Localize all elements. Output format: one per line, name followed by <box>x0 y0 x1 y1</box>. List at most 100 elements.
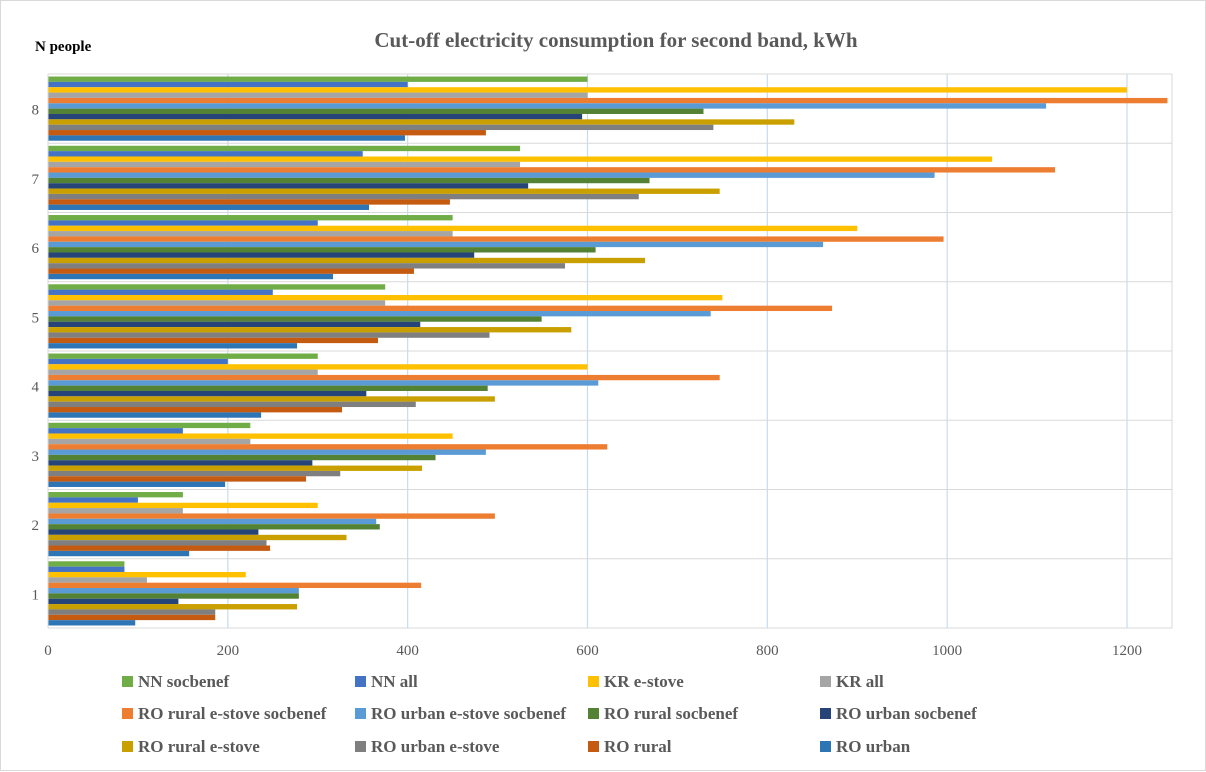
bar <box>48 220 318 226</box>
bar <box>48 183 529 189</box>
bar <box>48 327 572 333</box>
bar <box>48 92 588 98</box>
bar <box>48 422 251 429</box>
bar <box>48 332 490 338</box>
bar <box>48 97 1168 104</box>
bar <box>48 582 422 589</box>
bar <box>48 108 704 114</box>
bar <box>48 268 414 274</box>
legend-entry: RO urban <box>836 737 911 756</box>
legend-swatch <box>588 676 599 687</box>
x-tick-label: 600 <box>576 643 599 659</box>
bar <box>48 273 334 280</box>
legend-entry: RO urban e-stove <box>371 737 500 756</box>
bar <box>48 534 347 541</box>
bar <box>48 199 450 205</box>
legend-swatch <box>820 676 831 687</box>
bar <box>48 321 421 328</box>
bar <box>48 620 136 626</box>
legend-swatch <box>355 708 366 719</box>
legend-swatch <box>820 741 831 752</box>
legend-entry: NN socbenef <box>138 672 229 691</box>
legend-swatch <box>122 741 133 752</box>
bar <box>48 76 588 82</box>
bar <box>48 236 944 242</box>
bar <box>48 231 453 237</box>
bar <box>48 358 228 365</box>
bar <box>48 428 183 434</box>
legend-entry: RO rural e-stove <box>138 737 260 756</box>
legend-entry: RO urban socbenef <box>836 704 977 723</box>
bar <box>48 161 521 168</box>
bar <box>48 385 488 391</box>
bar <box>48 380 599 386</box>
bar <box>48 257 646 264</box>
bar <box>48 513 495 519</box>
bar <box>48 300 386 306</box>
bar <box>48 524 380 530</box>
bars <box>48 76 1168 626</box>
x-tick-label: 200 <box>217 643 240 659</box>
bar <box>48 305 833 312</box>
bar <box>48 401 416 408</box>
bar <box>48 294 723 301</box>
y-tick-label: 7 <box>32 172 40 188</box>
bar <box>48 284 386 290</box>
chart-title: Cut-off electricity consumption for seco… <box>374 28 858 52</box>
bar <box>48 577 147 583</box>
y-tick-label: 6 <box>32 241 40 257</box>
bar <box>48 593 299 599</box>
legend-entry: RO rural <box>604 737 672 756</box>
legend-swatch <box>355 741 366 752</box>
bar <box>48 396 495 402</box>
bar <box>48 566 125 572</box>
bar <box>48 407 343 413</box>
bar <box>48 343 298 349</box>
legend-entry: KR all <box>836 672 884 691</box>
bar <box>48 252 475 258</box>
bar <box>48 103 1047 109</box>
bar <box>48 476 307 482</box>
legend-swatch <box>122 708 133 719</box>
bar <box>48 167 1056 173</box>
bar <box>48 87 1127 93</box>
legend-swatch <box>355 676 366 687</box>
bar <box>48 177 650 184</box>
bar <box>48 433 453 439</box>
legend-entry: RO rural e-stove socbenef <box>138 704 327 723</box>
bar <box>48 609 216 615</box>
bar <box>48 156 993 162</box>
gridlines <box>48 73 1173 629</box>
bar <box>48 588 299 594</box>
bar <box>48 508 183 514</box>
y-tick-label: 3 <box>32 449 40 465</box>
bar <box>48 289 273 295</box>
bar <box>48 492 183 498</box>
bar <box>48 151 363 157</box>
bar <box>48 145 521 152</box>
legend-entry: RO rural socbenef <box>604 704 738 723</box>
legend-swatch <box>122 676 133 687</box>
bar <box>48 412 262 418</box>
bar <box>48 604 298 610</box>
bar <box>48 337 378 344</box>
bar <box>48 113 583 120</box>
bar <box>48 454 436 461</box>
legend: NN socbenef NN all KR e-stove KR all RO rura… <box>122 672 977 756</box>
bar <box>48 374 720 381</box>
y-tick-label: 4 <box>32 380 40 396</box>
bar <box>48 571 246 578</box>
bar <box>48 438 251 445</box>
bar <box>48 540 267 546</box>
x-tick-label: 1000 <box>932 643 962 659</box>
bar <box>48 449 486 455</box>
bar <box>48 204 369 210</box>
bar <box>48 81 408 88</box>
y-axis-label: N people <box>35 39 92 55</box>
bar <box>48 518 377 525</box>
bar <box>48 497 138 503</box>
legend-swatch <box>820 708 831 719</box>
x-tick-label: 800 <box>756 643 779 659</box>
